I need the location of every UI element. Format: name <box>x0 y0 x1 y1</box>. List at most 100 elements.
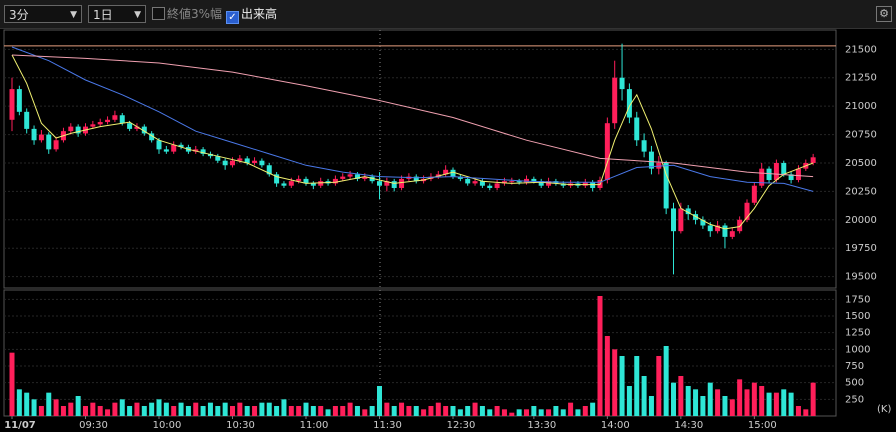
volume-bar <box>715 389 721 416</box>
volume-bar <box>266 402 272 416</box>
volume-bar <box>119 399 125 416</box>
candle-body <box>626 89 632 118</box>
candle-body <box>795 168 801 181</box>
candle-body <box>222 160 228 166</box>
candle-body <box>200 149 206 154</box>
candle-body <box>443 169 449 175</box>
volume-bar <box>744 389 750 416</box>
volume-bar <box>582 406 588 416</box>
moving-average <box>11 54 814 178</box>
candle-body <box>163 149 169 152</box>
volume-bar <box>310 406 316 416</box>
candle-body <box>362 176 368 179</box>
candle-body <box>450 169 456 177</box>
volume-bar <box>531 406 537 416</box>
volume-bar <box>163 402 169 416</box>
volume-bar <box>685 386 691 416</box>
candle-body <box>634 117 640 141</box>
volume-bar <box>9 352 15 416</box>
candle-body <box>68 126 74 132</box>
volume-bar <box>766 392 772 416</box>
candle-body <box>773 162 779 181</box>
volume-bar <box>296 406 302 416</box>
y-tick-label: 500 <box>845 378 864 389</box>
candle-body <box>149 133 155 141</box>
volume-bar <box>597 296 603 416</box>
checkbox-label: 終値3%幅 <box>167 7 223 21</box>
close-band-checkbox[interactable]: 終値3%幅 <box>152 7 222 21</box>
volume-bar <box>156 399 162 416</box>
volume-bar <box>16 389 22 416</box>
candle-body <box>281 183 287 186</box>
candle-body <box>737 219 743 232</box>
volume-bar <box>722 396 728 416</box>
interval-select[interactable]: 3分 ▼ <box>4 5 82 23</box>
volume-bar <box>575 409 581 416</box>
volume-bar <box>810 382 816 416</box>
volume-bar <box>127 406 133 416</box>
y-tick-label: 1250 <box>845 328 870 339</box>
volume-bar <box>259 402 265 416</box>
volume-bar <box>325 409 331 416</box>
candle-body <box>369 176 375 182</box>
volume-bar <box>399 402 405 416</box>
volume-bar <box>443 406 449 416</box>
volume-bar <box>31 399 37 416</box>
volume-bar <box>604 336 610 416</box>
volume-bar <box>501 409 507 416</box>
settings-button[interactable]: ⚙ <box>876 6 892 22</box>
volume-bar <box>222 402 228 416</box>
candle-body <box>384 181 390 186</box>
candle-body <box>340 176 346 179</box>
volume-bar <box>428 406 434 416</box>
candle-body <box>590 182 596 188</box>
range-select[interactable]: 1日 ▼ <box>88 5 146 23</box>
candle-body <box>663 162 669 209</box>
candle-body <box>105 119 111 123</box>
volume-bar <box>700 396 706 416</box>
candle-body <box>501 181 507 184</box>
volume-bar <box>487 409 493 416</box>
candle-body <box>759 168 765 186</box>
candle-body <box>560 183 566 186</box>
x-tick-label: 15:00 <box>748 420 777 431</box>
candle-body <box>678 208 684 232</box>
candle-body <box>457 176 463 179</box>
candle-body <box>509 181 515 183</box>
volume-bar <box>134 402 140 416</box>
volume-checkbox[interactable]: ✓ 出来高 <box>226 7 277 24</box>
candle-body <box>619 77 625 90</box>
candle-body <box>252 160 258 163</box>
volume-bar <box>318 406 324 416</box>
y-tick-label: 19750 <box>845 243 877 254</box>
volume-bar <box>693 389 699 416</box>
candle-body <box>75 126 81 134</box>
x-tick-label: 11/07 <box>4 420 36 431</box>
x-tick-label: 10:30 <box>226 420 255 431</box>
x-tick-label: 09:30 <box>79 420 108 431</box>
volume-bar <box>215 406 221 416</box>
volume-bar <box>781 389 787 416</box>
candle-body <box>347 174 353 177</box>
volume-bar <box>634 356 640 416</box>
volume-bar <box>112 402 118 416</box>
volume-bar <box>648 396 654 416</box>
volume-bar <box>413 406 419 416</box>
candle-body <box>332 178 338 184</box>
volume-bar <box>619 356 625 416</box>
checkbox: ✓ <box>226 11 239 24</box>
y-tick-label: 250 <box>845 394 864 405</box>
candle-body <box>38 134 44 141</box>
volume-bar <box>90 402 96 416</box>
volume-bar <box>671 382 676 416</box>
candle-body <box>715 225 721 232</box>
candle-body <box>531 178 537 182</box>
y-tick-label: 20250 <box>845 186 877 197</box>
volume-bar <box>288 406 294 416</box>
volume-bar <box>590 402 596 416</box>
volume-bar <box>524 409 529 416</box>
volume-bar <box>281 399 287 416</box>
candle-body <box>810 157 816 163</box>
x-tick-label: 12:30 <box>447 420 476 431</box>
